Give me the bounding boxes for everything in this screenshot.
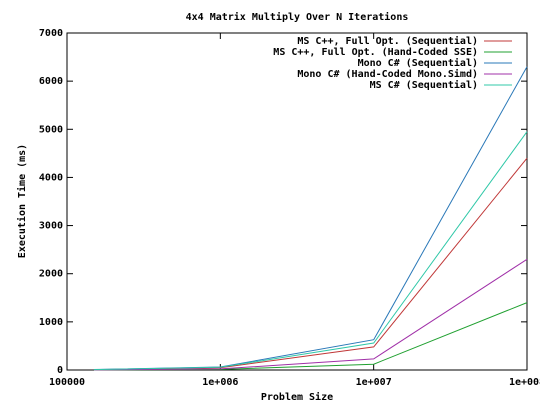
series-line: [93, 131, 528, 371]
series-line: [93, 258, 528, 371]
y-tick-label: 4000: [39, 172, 63, 183]
x-tick-label: 1e+007: [356, 377, 392, 388]
series-line: [93, 302, 528, 371]
legend-label: MS C++, Full Opt. (Hand-Coded SSE): [273, 47, 478, 58]
legend-label: MS C# (Sequential): [370, 79, 478, 91]
x-tick-label: 1e+006: [202, 377, 238, 388]
legend-label: MS C++, Full Opt. (Sequential): [297, 35, 478, 47]
legend-label: Mono C# (Sequential): [358, 57, 478, 69]
x-tick-label: 100000: [49, 377, 85, 388]
y-tick-label: 3000: [39, 221, 63, 232]
x-tick-label: 1e+008: [509, 377, 540, 388]
y-tick-label: 5000: [39, 124, 63, 135]
series-line: [93, 66, 528, 370]
y-tick-label: 0: [57, 365, 63, 376]
y-tick-label: 6000: [39, 76, 63, 87]
plot-border: [66, 32, 528, 371]
series-line: [93, 157, 528, 371]
y-axis-label: Execution Time (ms): [16, 144, 28, 258]
legend-label: Mono C# (Hand-Coded Mono.Simd): [297, 68, 478, 80]
y-tick-label: 1000: [39, 317, 63, 328]
y-tick-label: 2000: [39, 269, 63, 280]
y-tick-label: 7000: [39, 28, 63, 39]
x-axis-label: Problem Size: [261, 391, 333, 403]
chart-title: 4x4 Matrix Multiply Over N Iterations: [186, 11, 409, 23]
